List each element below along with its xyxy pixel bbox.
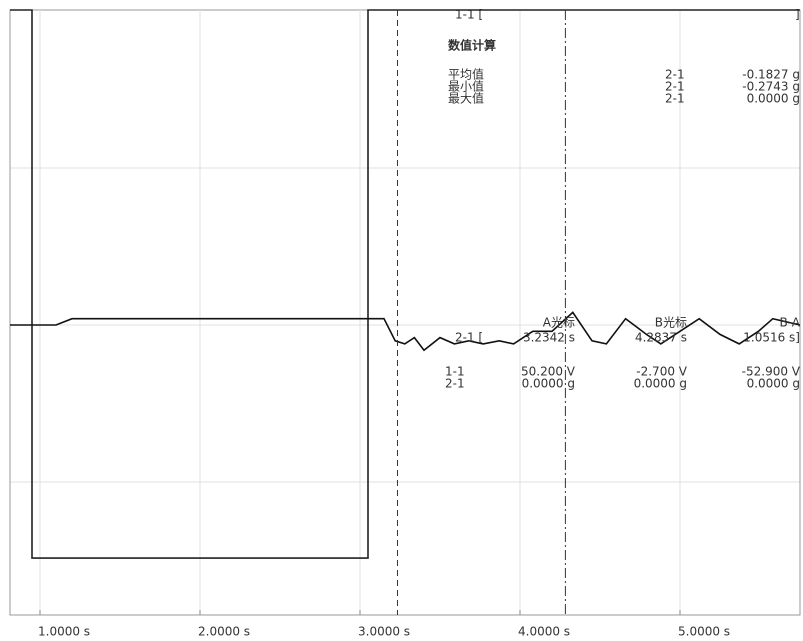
channel-header: 1-1 [ <box>455 8 483 22</box>
x-tick-label: 1.0000 s <box>38 625 90 639</box>
trace <box>10 311 801 352</box>
stats-title: 数值计算 <box>448 38 496 53</box>
stats-value: -0.1827 g <box>742 68 800 82</box>
channel-header-end: ] <box>795 8 800 22</box>
cursor-range-label: 2-1 [ <box>455 331 483 345</box>
stats-label: 最大值 <box>448 91 484 106</box>
trace <box>10 9 800 559</box>
stats-value: -0.2743 g <box>742 80 800 94</box>
cursor-value: -52.900 V <box>742 365 801 379</box>
cursor-value: 50.200 V <box>521 365 576 379</box>
cursor-header: B-A <box>779 316 800 330</box>
cursor-time: 3.2342 s <box>523 331 575 345</box>
stats-channel: 2-1 <box>665 80 685 94</box>
x-tick-label: 4.0000 s <box>518 625 570 639</box>
cursor-header: A光标 <box>543 316 575 330</box>
cursor-time: 4.2837 s <box>635 331 687 345</box>
stats-label: 最小值 <box>448 79 484 94</box>
cursor-channel: 2-1 <box>445 377 465 391</box>
cursor-value: 0.0000 g <box>747 377 800 391</box>
cursor-value: 0.0000 g <box>634 377 687 391</box>
x-tick-label: 2.0000 s <box>198 625 250 639</box>
cursor-value: -2.700 V <box>636 365 687 379</box>
cursor-value: 0.0000 g <box>522 377 575 391</box>
cursor-channel: 1-1 <box>445 365 465 379</box>
cursor-diff: 1.0516 s] <box>743 331 800 345</box>
stats-channel: 2-1 <box>665 68 685 82</box>
cursor-header: B光标 <box>655 316 687 330</box>
stats-channel: 2-1 <box>665 92 685 106</box>
stats-label: 平均值 <box>448 67 484 82</box>
x-tick-label: 5.0000 s <box>678 625 730 639</box>
stats-value: 0.0000 g <box>747 92 800 106</box>
x-tick-label: 3.0000 s <box>358 625 410 639</box>
